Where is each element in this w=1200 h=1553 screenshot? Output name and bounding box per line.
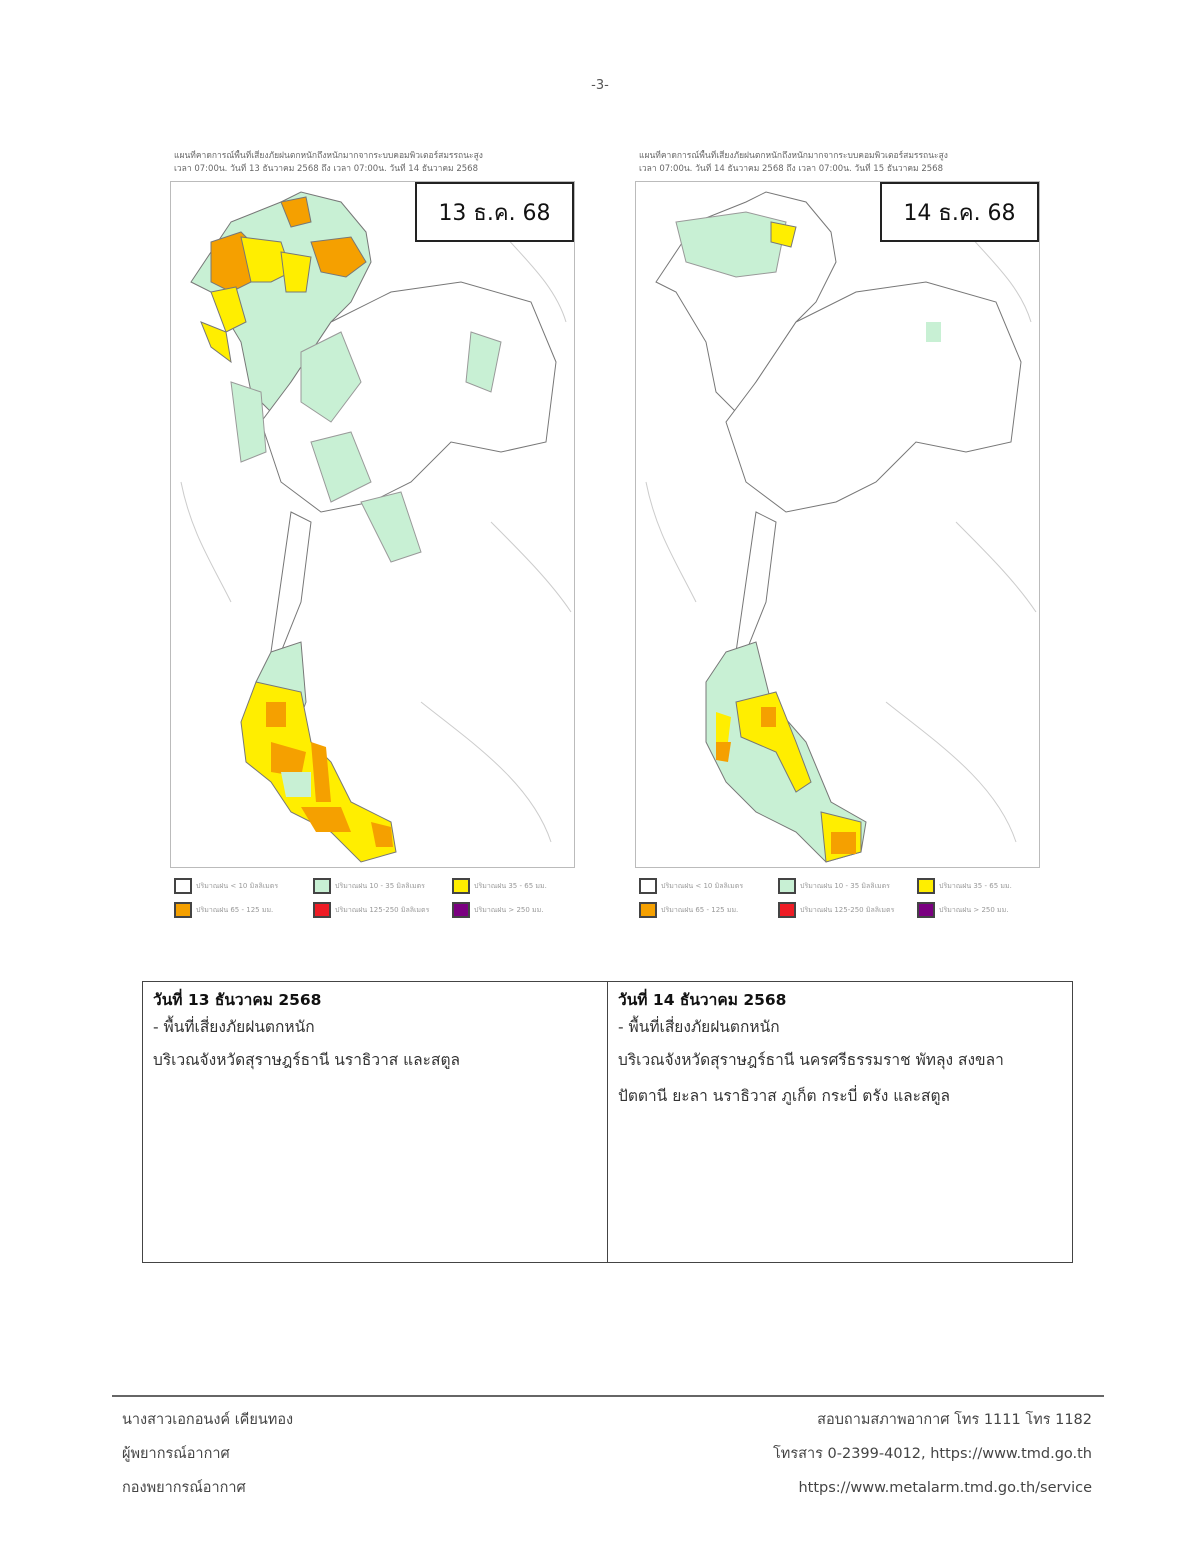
- legend-item: ปริมาณฝน 10 - 35 มิลลิเมตร: [313, 878, 446, 894]
- map-legend: ปริมาณฝน < 10 มิลลิเมตร ปริมาณฝน 10 - 35…: [170, 878, 585, 918]
- footer-signature: นางสาวเอกอนงค์ เคียนทอง ผู้พยากรณ์อากาศ …: [122, 1403, 293, 1505]
- legend-swatch: [639, 878, 657, 894]
- forecast-map-14: แผนที่คาดการณ์พื้นที่เสี่ยงภัยฝนตกหนักถึ…: [635, 150, 1050, 918]
- legend-item: ปริมาณฝน 125-250 มิลลิเมตร: [778, 902, 911, 918]
- table-cell-day13: วันที่ 13 ธันวาคม 2568 - พื้นที่เสี่ยงภั…: [143, 982, 607, 1262]
- map-date-label: 13 ธ.ค. 68: [415, 182, 574, 242]
- contact-phone: สอบถามสภาพอากาศ โทร 1111 โทร 1182: [817, 1412, 1092, 1428]
- map-title-line2: เวลา 07:00น. วันที่ 14 ธันวาคม 2568 ถึง …: [639, 164, 943, 174]
- forecast-map-13: แผนที่คาดการณ์พื้นที่เสี่ยงภัยฝนตกหนักถึ…: [170, 150, 585, 918]
- cell-provinces: บริเวณจังหวัดสุราษฎร์ธานี นครศรีธรรมราช …: [618, 1051, 1004, 1069]
- legend-swatch: [778, 878, 796, 894]
- page-number: -3-: [591, 78, 609, 93]
- legend-swatch: [313, 902, 331, 918]
- legend-item: ปริมาณฝน 10 - 35 มิลลิเมตร: [778, 878, 911, 894]
- contact-fax-web: โทรสาร 0-2399-4012, https://www.tmd.go.t…: [773, 1446, 1092, 1462]
- legend-item: ปริมาณฝน 65 - 125 มม.: [174, 902, 307, 918]
- legend-item: ปริมาณฝน > 250 มม.: [917, 902, 1050, 918]
- map-image: 13 ธ.ค. 68: [170, 181, 575, 868]
- legend-swatch: [917, 902, 935, 918]
- map-title-line2: เวลา 07:00น. วันที่ 13 ธันวาคม 2568 ถึง …: [174, 164, 478, 174]
- legend-swatch: [778, 902, 796, 918]
- legend-item: ปริมาณฝน 35 - 65 มม.: [452, 878, 585, 894]
- map-legend: ปริมาณฝน < 10 มิลลิเมตร ปริมาณฝน 10 - 35…: [635, 878, 1050, 918]
- cell-date: วันที่ 14 ธันวาคม 2568: [618, 991, 787, 1009]
- legend-item: ปริมาณฝน > 250 มม.: [452, 902, 585, 918]
- footer-divider: [112, 1395, 1104, 1397]
- legend-swatch: [452, 902, 470, 918]
- legend-item: ปริมาณฝน 35 - 65 มม.: [917, 878, 1050, 894]
- risk-area-table: วันที่ 13 ธันวาคม 2568 - พื้นที่เสี่ยงภั…: [142, 981, 1073, 1263]
- thailand-rainfall-map: [180, 191, 572, 863]
- cell-provinces-cont: ปัตตานี ยะลา นราธิวาส ภูเก็ต กระบี่ ตรัง…: [618, 1087, 951, 1105]
- map-image: 14 ธ.ค. 68: [635, 181, 1040, 868]
- contact-service-link[interactable]: https://www.metalarm.tmd.go.th/service: [798, 1480, 1092, 1496]
- division-name: กองพยากรณ์อากาศ: [122, 1480, 246, 1496]
- legend-swatch: [174, 878, 192, 894]
- legend-swatch: [639, 902, 657, 918]
- forecaster-name: นางสาวเอกอนงค์ เคียนทอง: [122, 1412, 294, 1428]
- legend-item: ปริมาณฝน < 10 มิลลิเมตร: [639, 878, 772, 894]
- cell-date: วันที่ 13 ธันวาคม 2568: [153, 991, 322, 1009]
- legend-swatch: [917, 878, 935, 894]
- thailand-rainfall-map: [645, 191, 1037, 863]
- legend-swatch: [452, 878, 470, 894]
- legend-item: ปริมาณฝน 65 - 125 มม.: [639, 902, 772, 918]
- legend-swatch: [174, 902, 192, 918]
- map-title-line1: แผนที่คาดการณ์พื้นที่เสี่ยงภัยฝนตกหนักถึ…: [174, 151, 483, 161]
- map-title-line1: แผนที่คาดการณ์พื้นที่เสี่ยงภัยฝนตกหนักถึ…: [639, 151, 948, 161]
- legend-swatch: [313, 878, 331, 894]
- cell-heading: - พื้นที่เสี่ยงภัยฝนตกหนัก: [153, 1018, 315, 1036]
- forecaster-title: ผู้พยากรณ์อากาศ: [122, 1446, 230, 1462]
- legend-item: ปริมาณฝน 125-250 มิลลิเมตร: [313, 902, 446, 918]
- cell-heading: - พื้นที่เสี่ยงภัยฝนตกหนัก: [618, 1018, 780, 1036]
- table-cell-day14: วันที่ 14 ธันวาคม 2568 - พื้นที่เสี่ยงภั…: [607, 982, 1072, 1262]
- legend-item: ปริมาณฝน < 10 มิลลิเมตร: [174, 878, 307, 894]
- cell-provinces: บริเวณจังหวัดสุราษฎร์ธานี นราธิวาส และสต…: [153, 1051, 461, 1069]
- footer-contact: สอบถามสภาพอากาศ โทร 1111 โทร 1182 โทรสาร…: [773, 1403, 1092, 1505]
- map-date-label: 14 ธ.ค. 68: [880, 182, 1039, 242]
